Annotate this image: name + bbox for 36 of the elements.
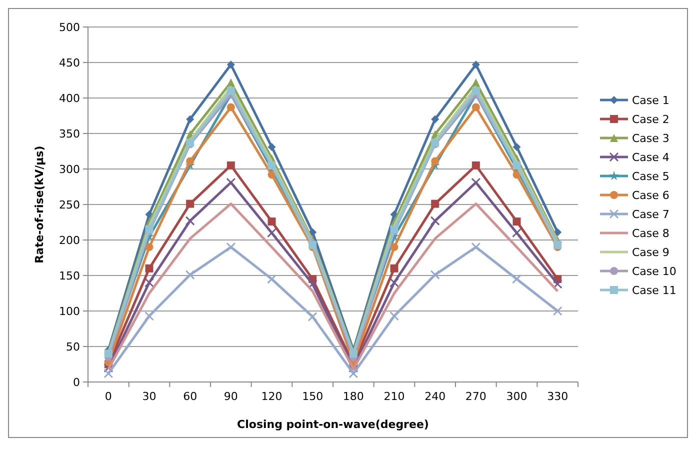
y-tick-label: 500 xyxy=(59,20,80,34)
y-tick-label: 450 xyxy=(59,56,80,70)
x-tick-label: 330 xyxy=(547,390,568,403)
y-tick-label: 350 xyxy=(59,127,80,140)
x-tick-label: 60 xyxy=(183,390,198,403)
y-tick-label: 100 xyxy=(59,304,80,318)
y-tick-label: 200 xyxy=(59,234,80,247)
x-tick-label: 240 xyxy=(424,390,446,403)
x-tick-label: 120 xyxy=(261,390,282,403)
y-tick-label: 400 xyxy=(59,92,80,105)
legend-label: Case 5 xyxy=(632,170,670,183)
y-tick-label: 250 xyxy=(59,198,80,212)
x-tick-label: 0 xyxy=(104,390,112,403)
x-tick-label: 30 xyxy=(142,390,156,403)
legend-label: Case 8 xyxy=(632,226,670,240)
x-tick-label: 300 xyxy=(506,390,528,403)
x-tick-label: 210 xyxy=(384,390,405,403)
x-axis-title: Closing point-on-wave(degree) xyxy=(237,418,429,431)
legend-label: Case 7 xyxy=(632,208,670,221)
y-axis-title: Rate-of-rise(kV/μs) xyxy=(33,146,46,264)
legend-label: Case 2 xyxy=(632,112,670,126)
legend-label: Case 10 xyxy=(632,264,676,278)
legend-label: Case 9 xyxy=(632,246,670,259)
y-tick-label: 300 xyxy=(59,162,80,176)
y-tick-label: 0 xyxy=(73,376,80,389)
y-tick-label: 150 xyxy=(59,269,80,282)
y-tick-label: 50 xyxy=(66,340,80,354)
legend-label: Case 4 xyxy=(632,150,670,164)
legend-label: Case 11 xyxy=(632,284,676,297)
x-tick-label: 150 xyxy=(302,390,324,403)
legend-label: Case 6 xyxy=(632,188,670,202)
x-tick-label: 180 xyxy=(342,390,364,403)
x-tick-label: 270 xyxy=(465,390,486,403)
legend-label: Case 1 xyxy=(632,94,670,107)
legend-label: Case 3 xyxy=(632,132,670,145)
x-tick-label: 90 xyxy=(224,390,238,403)
